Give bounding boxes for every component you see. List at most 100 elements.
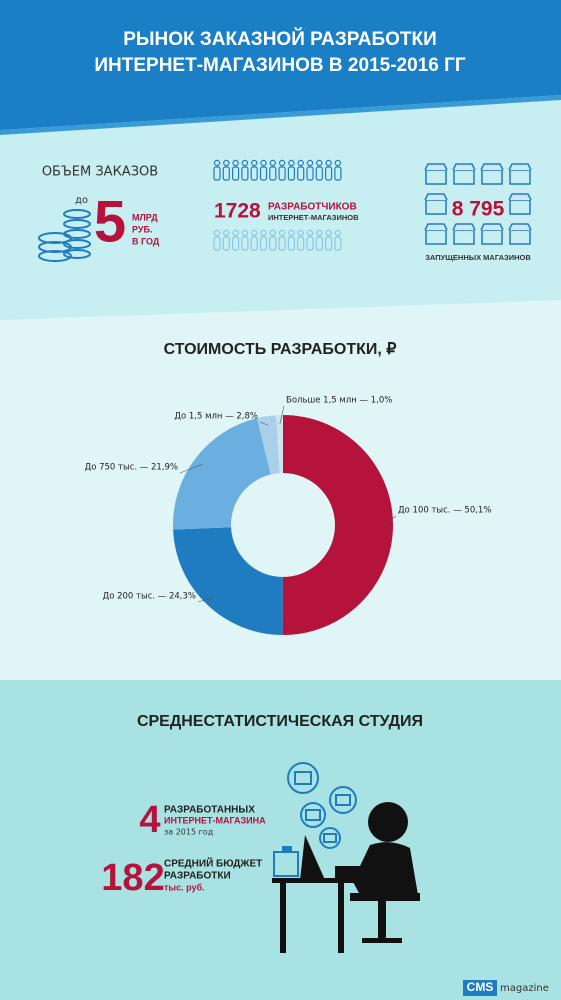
footer-brand: CMS: [467, 980, 494, 994]
person-icon: [232, 166, 240, 181]
slice-label: До 750 тыс. — 21,9%: [85, 463, 178, 473]
person-icon: [306, 159, 314, 167]
person-icon: [334, 159, 342, 167]
leader-line: [383, 515, 397, 526]
stat-number: 8 795: [452, 198, 505, 221]
footer-badge: [463, 980, 497, 996]
person-icon: [269, 229, 276, 237]
shop-icon: [480, 163, 504, 171]
person-icon: [223, 229, 230, 237]
studio-label: РАЗРАБОТКИ: [164, 871, 231, 882]
person-icon: [260, 229, 267, 237]
person-icon: [325, 229, 332, 237]
person-icon: [232, 229, 239, 237]
person-icon: [315, 236, 323, 251]
stat-unit: РУБ.: [132, 224, 152, 234]
leader-line: [259, 421, 268, 426]
person-icon: [213, 236, 221, 251]
studio-label: ИНТЕРНЕТ-МАГАЗИНА: [164, 815, 266, 825]
stat-prefix: до: [75, 195, 88, 206]
person-icon: [223, 159, 230, 167]
stat-label: ЗАПУЩЕННЫХ МАГАЗИНОВ: [425, 253, 531, 262]
person-icon: [241, 159, 249, 167]
donut-chart: До 100 тыс. — 50,1% До 200 тыс. — 24,3% До…: [85, 396, 491, 636]
person-icon: [269, 236, 277, 251]
person-icon: [315, 166, 323, 181]
person-icon: [287, 236, 295, 251]
person-icon: [213, 229, 221, 237]
person-icon: [306, 166, 314, 181]
person-icon: [297, 159, 304, 167]
shop-icon: [508, 223, 532, 231]
person-icon: [306, 229, 314, 237]
stat-number: 1728: [214, 200, 261, 223]
person-icon: [278, 159, 286, 167]
person-icon: [297, 229, 304, 237]
stat-label: ИНТЕРНЕТ-МАГАЗИНОВ: [268, 213, 359, 222]
person-icon: [213, 159, 221, 167]
shop-icon: [424, 163, 448, 171]
person-icon: [232, 236, 240, 251]
studio-label: тыс. руб.: [164, 882, 205, 892]
person-icon: [250, 166, 258, 181]
studio-label: за 2015 год: [164, 828, 214, 837]
person-icon: [260, 159, 267, 167]
footer-suffix: magazine: [500, 983, 549, 994]
header-band: [0, 0, 561, 130]
person-icon: [297, 236, 305, 251]
stat-unit: В ГОД: [132, 236, 160, 246]
person-icon: [278, 229, 286, 237]
person-icon: [222, 166, 230, 181]
studio-title: СРЕДНЕСТАТИСТИЧЕСКАЯ СТУДИЯ: [137, 713, 423, 730]
person-icon: [278, 166, 286, 181]
person-icon: [334, 166, 342, 181]
shop-icon: [480, 223, 504, 231]
stat-number: 5: [94, 189, 126, 254]
donut-slice: [282, 415, 394, 636]
studio-band: [0, 680, 561, 1000]
person-icon: [250, 159, 258, 167]
title-line: ИНТЕРНЕТ-МАГАЗИНОВ В 2015-2016 ГГ: [94, 55, 465, 76]
coins-icon: [38, 209, 91, 262]
leader-line: [179, 464, 203, 474]
person-icon: [297, 166, 305, 181]
person-icon: [250, 236, 258, 251]
person-icon: [222, 236, 230, 251]
stats-band: [0, 95, 561, 320]
title-line: РЫНОК ЗАКАЗНОЙ РАЗРАБОТКИ: [123, 28, 437, 50]
person-icon: [316, 159, 323, 167]
shop-icon: [452, 163, 476, 171]
slice-label: Больше 1,5 млн — 1,0%: [286, 396, 392, 406]
studio-number: 182: [101, 857, 164, 899]
donut-slice: [257, 415, 280, 475]
person-icon: [232, 159, 239, 167]
slice-label: До 1,5 млн — 2,8%: [174, 412, 258, 422]
donut-slice: [276, 415, 283, 474]
person-icon: [213, 166, 221, 181]
person-icon: [241, 236, 249, 251]
worker-illustration: [272, 762, 420, 953]
shop-icon: [452, 223, 476, 231]
person-icon: [269, 159, 276, 167]
shop-icons: [424, 163, 532, 245]
person-icon: [259, 236, 268, 251]
person-icon: [241, 229, 249, 237]
chart-title: СТОИМОСТЬ РАЗРАБОТКИ, ₽: [164, 341, 397, 358]
person-icon: [259, 166, 268, 181]
leader-line: [197, 597, 214, 603]
shop-icon: [424, 193, 448, 201]
slice-label: До 100 тыс. — 50,1%: [398, 506, 491, 516]
person-icon: [250, 229, 258, 237]
stat-title: ОБЪЕМ ЗАКАЗОВ: [42, 165, 158, 180]
studio-label: РАЗРАБОТАННЫХ: [164, 805, 255, 816]
person-icon: [241, 166, 249, 181]
shop-icon: [508, 193, 532, 201]
person-icon: [287, 166, 295, 181]
stat-label: РАЗРАБОТЧИКОВ: [268, 202, 357, 213]
donut-slice: [173, 418, 271, 530]
donut-slice: [173, 527, 283, 635]
stat-unit: МЛРД: [132, 212, 158, 222]
slice-label: До 200 тыс. — 24,3%: [103, 592, 196, 602]
person-icon: [278, 236, 286, 251]
